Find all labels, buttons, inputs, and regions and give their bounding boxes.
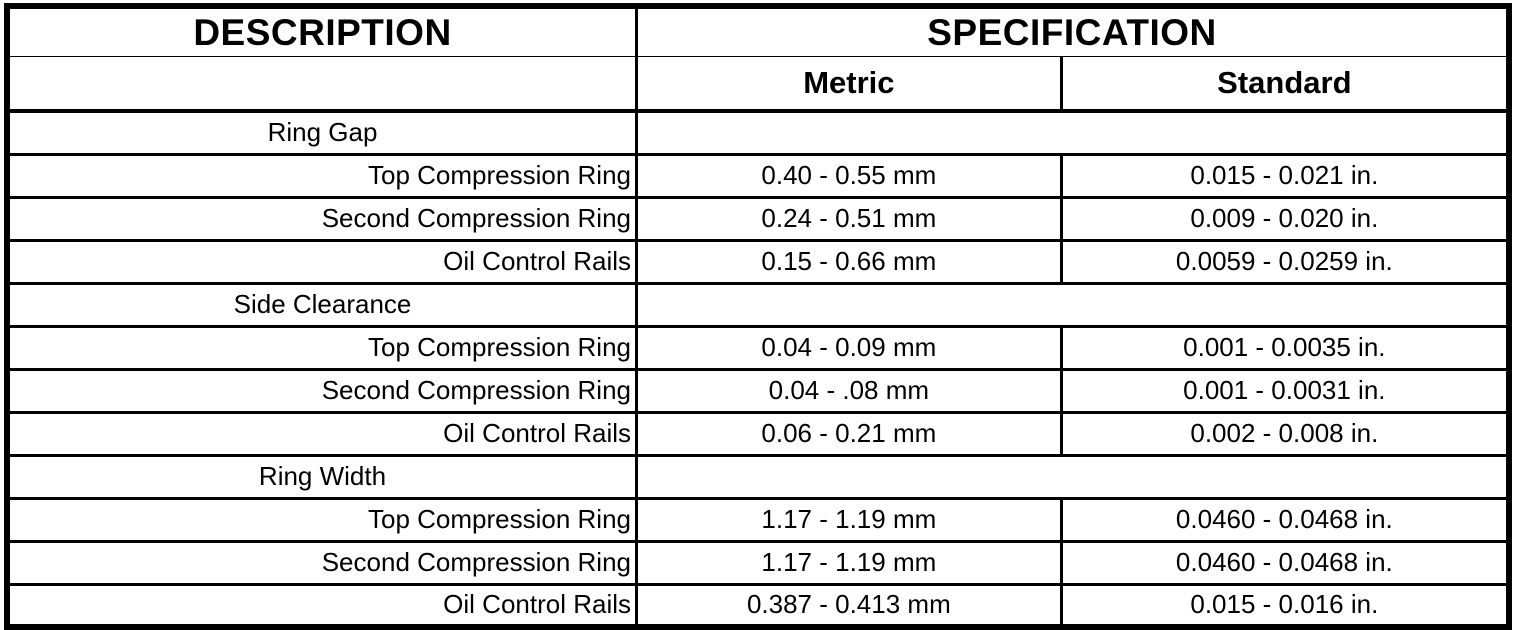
standard-value-cell: 0.001 - 0.0031 in.	[1059, 367, 1511, 414]
column-header-specification: SPECIFICATION	[635, 4, 1511, 57]
standard-value-cell: 0.015 - 0.021 in.	[1059, 152, 1511, 199]
row-label: Top Compression Ring	[5, 496, 638, 543]
table-row: Second Compression Ring 1.17 - 1.19 mm 0…	[5, 539, 1511, 586]
standard-value-cell: 0.002 - 0.008 in.	[1059, 410, 1511, 457]
row-label: Oil Control Rails	[5, 582, 638, 629]
table-row: Top Compression Ring 0.04 - 0.09 mm 0.00…	[5, 324, 1511, 371]
row-label: Oil Control Rails	[5, 410, 638, 457]
metric-value-cell: 0.15 - 0.66 mm	[635, 238, 1063, 285]
row-label: Second Compression Ring	[5, 539, 638, 586]
metric-value-cell: 0.24 - 0.51 mm	[635, 195, 1063, 242]
metric-value-cell: 0.387 - 0.413 mm	[635, 582, 1063, 629]
row-label: Top Compression Ring	[5, 152, 638, 199]
metric-value-cell: 0.04 - .08 mm	[635, 367, 1063, 414]
table-row: Oil Control Rails 0.06 - 0.21 mm 0.002 -…	[5, 410, 1511, 457]
table-row: Oil Control Rails 0.15 - 0.66 mm 0.0059 …	[5, 238, 1511, 285]
standard-value-cell: 0.0059 - 0.0259 in.	[1059, 238, 1511, 285]
standard-value-cell: 0.009 - 0.020 in.	[1059, 195, 1511, 242]
section-title: Ring Gap	[5, 109, 638, 156]
table-row: Oil Control Rails 0.387 - 0.413 mm 0.015…	[5, 582, 1511, 629]
header-empty-cell	[5, 56, 638, 113]
row-label: Oil Control Rails	[5, 238, 638, 285]
section-title: Ring Width	[5, 453, 638, 500]
section-empty-spec-cell	[635, 453, 1511, 500]
metric-value-cell: 0.40 - 0.55 mm	[635, 152, 1063, 199]
metric-value-cell: 1.17 - 1.19 mm	[635, 496, 1063, 543]
section-empty-spec-cell	[635, 109, 1511, 156]
column-header-metric: Metric	[635, 56, 1063, 113]
section-empty-spec-cell	[635, 281, 1511, 328]
table-row: Top Compression Ring 1.17 - 1.19 mm 0.04…	[5, 496, 1511, 543]
section-row-ring-width: Ring Width	[5, 453, 1511, 500]
row-label: Top Compression Ring	[5, 324, 638, 371]
standard-value-cell: 0.015 - 0.016 in.	[1059, 582, 1511, 629]
table-row: Top Compression Ring 0.40 - 0.55 mm 0.01…	[5, 152, 1511, 199]
table-row: Second Compression Ring 0.24 - 0.51 mm 0…	[5, 195, 1511, 242]
metric-value-cell: 1.17 - 1.19 mm	[635, 539, 1063, 586]
section-title: Side Clearance	[5, 281, 638, 328]
standard-value-cell: 0.0460 - 0.0468 in.	[1059, 539, 1511, 586]
metric-value-cell: 0.04 - 0.09 mm	[635, 324, 1063, 371]
section-row-ring-gap: Ring Gap	[5, 109, 1511, 156]
section-row-side-clearance: Side Clearance	[5, 281, 1511, 328]
header-row-main: DESCRIPTION SPECIFICATION	[5, 4, 1511, 57]
row-label: Second Compression Ring	[5, 195, 638, 242]
specifications-table-container: DESCRIPTION SPECIFICATION Metric Standar…	[4, 3, 1512, 630]
table-row: Second Compression Ring 0.04 - .08 mm 0.…	[5, 367, 1511, 414]
column-header-standard: Standard	[1059, 56, 1511, 113]
standard-value-cell: 0.001 - 0.0035 in.	[1059, 324, 1511, 371]
column-header-description: DESCRIPTION	[5, 4, 638, 57]
piston-ring-specifications-table: DESCRIPTION SPECIFICATION Metric Standar…	[4, 3, 1512, 630]
header-row-units: Metric Standard	[5, 56, 1511, 113]
standard-value-cell: 0.0460 - 0.0468 in.	[1059, 496, 1511, 543]
row-label: Second Compression Ring	[5, 367, 638, 414]
metric-value-cell: 0.06 - 0.21 mm	[635, 410, 1063, 457]
